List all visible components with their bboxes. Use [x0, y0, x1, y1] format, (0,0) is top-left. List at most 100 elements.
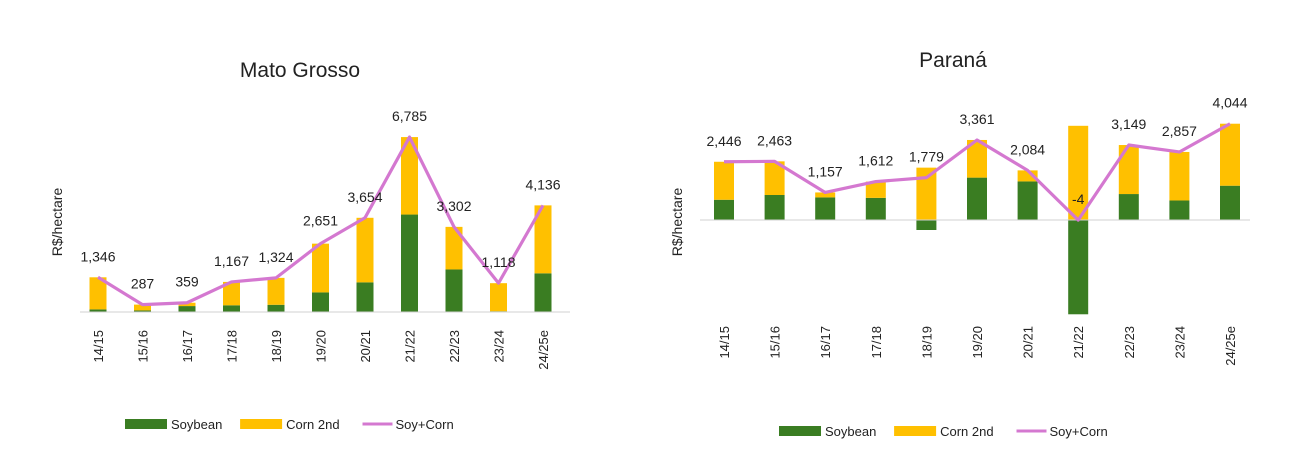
soybean-bar	[916, 220, 937, 231]
soybean-bar	[534, 273, 552, 312]
soybean-bar	[1017, 181, 1038, 220]
soybean-bar	[178, 306, 196, 312]
soybean-bar	[865, 197, 886, 220]
soybean-bar	[1220, 185, 1240, 220]
corn-bar	[178, 302, 196, 307]
soybean-bar	[967, 177, 987, 220]
chart-parana: Paraná R$/hectare 2,446 2,463 1,157 1,612 1,…	[669, 49, 1250, 439]
data-label: 1,324	[258, 249, 293, 265]
legend-label: Soy+Corn	[1050, 424, 1108, 439]
x-tick-label: 19/20	[970, 326, 985, 359]
x-tick-layer: 14/15 15/16 16/17 17/18 18/19 19/20 20/21 21/22…	[91, 330, 551, 370]
data-label: 3,361	[959, 111, 994, 127]
data-label: 1,157	[808, 163, 843, 179]
x-tick-label: 22/23	[447, 330, 462, 363]
soybean-bar	[267, 304, 285, 312]
soybean-bar	[312, 292, 329, 312]
corn-bar	[1118, 145, 1139, 195]
line-layer	[97, 135, 545, 307]
legend-label: Corn 2nd	[286, 417, 339, 432]
corn-bar	[312, 243, 329, 293]
data-labels-layer: 1,346 287 359 1,167 1,324 2,651 3,654 6,785 3,30…	[80, 108, 560, 292]
chart-title: Mato Grosso	[240, 59, 360, 82]
data-label: 4,136	[525, 176, 560, 192]
soybean-bar	[815, 197, 836, 220]
corn-bar	[356, 217, 374, 283]
corn-bar	[967, 139, 987, 178]
soy-corn-line	[723, 122, 1231, 222]
x-tick-label: 21/22	[403, 330, 418, 363]
corn-bar	[865, 181, 886, 198]
x-tick-label: 23/24	[1172, 326, 1187, 359]
corn-bar	[1068, 125, 1089, 220]
bars-layer	[714, 123, 1240, 315]
corn-bar	[267, 277, 285, 305]
legend-label: Corn 2nd	[940, 424, 993, 439]
x-tick-label: 18/19	[269, 330, 284, 363]
corn-bar	[445, 226, 463, 270]
soybean-bar	[134, 310, 151, 312]
x-tick-label: 14/15	[91, 330, 106, 363]
corn-bar	[714, 161, 734, 200]
data-label: 3,654	[347, 189, 382, 205]
legend-label: Soybean	[171, 417, 222, 432]
x-tick-label: 21/22	[1071, 326, 1086, 359]
corn-bar	[401, 137, 418, 215]
corn-bar	[1017, 170, 1038, 182]
corn-bar	[223, 281, 240, 306]
bars-layer	[89, 137, 552, 312]
legend-label: Soybean	[825, 424, 876, 439]
data-label: 359	[175, 274, 199, 290]
legend: Soybean Corn 2nd Soy+Corn	[125, 417, 454, 432]
soybean-bar	[714, 199, 734, 220]
legend-label: Soy+Corn	[396, 417, 454, 432]
data-label: 1,612	[858, 153, 893, 169]
corn-bar	[490, 283, 507, 312]
y-axis-label: R$/hectare	[669, 188, 685, 257]
data-label: 3,302	[436, 198, 471, 214]
x-tick-label: 14/15	[717, 326, 732, 359]
x-tick-label: 24/25e	[536, 330, 551, 370]
data-label: 1,118	[482, 254, 516, 270]
data-label: 1,779	[909, 149, 944, 165]
x-tick-label: 15/16	[136, 330, 151, 363]
x-tick-label: 18/19	[919, 326, 934, 359]
data-label: 2,857	[1162, 123, 1197, 139]
soybean-bar	[89, 309, 107, 312]
soy-corn-line	[97, 135, 545, 307]
soybean-bar	[356, 282, 374, 312]
legend: Soybean Corn 2nd Soy+Corn	[779, 424, 1108, 439]
x-tick-label: 16/17	[818, 326, 833, 359]
legend-swatch	[894, 426, 937, 436]
data-label: 2,463	[757, 132, 792, 148]
data-label: 1,346	[80, 248, 115, 264]
data-label: 2,084	[1010, 141, 1045, 157]
x-tick-label: 17/18	[869, 326, 884, 359]
x-tick-label: 16/17	[180, 330, 195, 363]
data-label: 1,167	[214, 253, 249, 269]
x-tick-label: 24/25e	[1223, 326, 1238, 366]
soybean-bar	[764, 194, 785, 220]
x-tick-label: 17/18	[225, 330, 240, 363]
x-tick-label: 20/21	[1021, 326, 1036, 359]
soybean-bar	[1068, 220, 1089, 315]
data-labels-layer: 2,446 2,463 1,157 1,612 1,779 3,361 2,084 -4 3,1…	[706, 95, 1247, 207]
data-label: 3,149	[1111, 116, 1146, 132]
y-axis-label: R$/hectare	[49, 188, 65, 257]
line-layer	[723, 122, 1231, 222]
x-tick-label: 19/20	[314, 330, 329, 363]
soybean-bar	[223, 305, 240, 312]
x-tick-label: 22/23	[1122, 326, 1137, 359]
data-label: 4,044	[1212, 95, 1247, 111]
chart-title: Paraná	[919, 49, 987, 72]
data-label: 2,446	[706, 133, 741, 149]
data-label: 6,785	[392, 108, 427, 124]
x-tick-label: 20/21	[358, 330, 373, 363]
data-label: -4	[1072, 191, 1085, 207]
legend-swatch	[779, 426, 821, 436]
x-tick-layer: 14/15 15/16 16/17 17/18 18/19 19/20 20/21 21/22…	[717, 326, 1238, 366]
corn-bar	[134, 304, 151, 311]
